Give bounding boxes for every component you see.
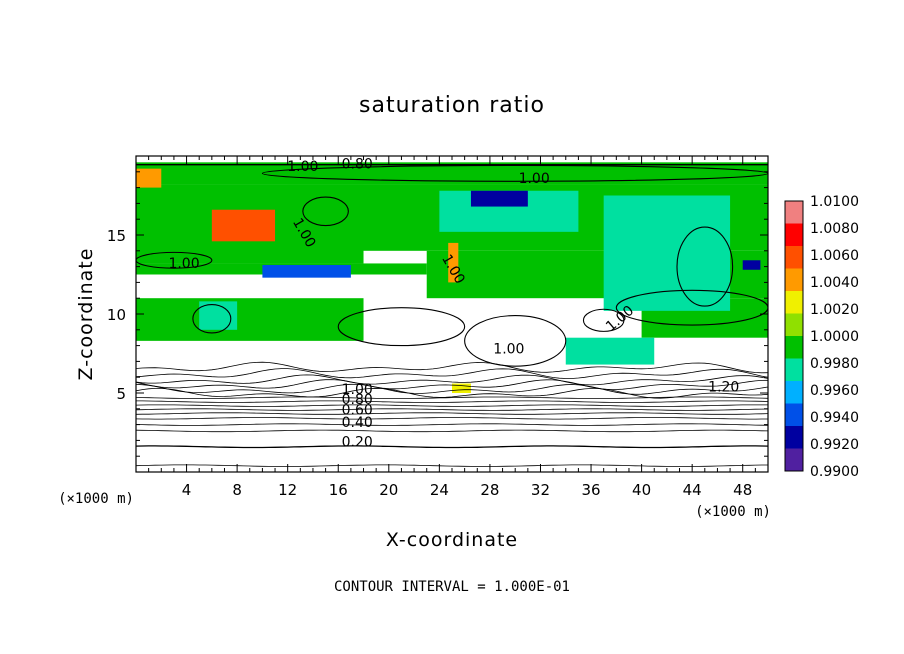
x-tick-label: 44	[683, 481, 702, 499]
colorbar-frame	[784, 200, 804, 472]
contour-label-12: 0.40	[342, 415, 373, 431]
x-tick-label: 16	[329, 481, 348, 499]
color-region-5	[136, 298, 364, 341]
colorbar-label-6: 0.9980	[810, 356, 859, 372]
colorbar-swatch-9	[785, 403, 803, 427]
color-region-13	[448, 242, 459, 283]
contour-label-2: 1.00	[519, 171, 550, 187]
x-tick-label: 4	[182, 481, 192, 499]
x-axis-label: X-coordinate	[386, 529, 518, 551]
colorbar-swatch-10	[785, 426, 803, 449]
contour-label-13: 0.20	[342, 435, 373, 451]
colorbar-label-10: 0.9900	[810, 464, 859, 480]
colorbar-label-3: 1.0040	[810, 275, 859, 291]
z-unit-label: (×1000 m)	[58, 491, 134, 507]
color-region-0	[136, 162, 768, 185]
contour-line-12	[136, 379, 768, 390]
x-unit-label: (×1000 m)	[695, 504, 771, 520]
contour-line-6	[136, 408, 768, 411]
plot-area: 1.00 0.801.001.001.001.001.001.001.201.00…	[107, 155, 769, 499]
color-region-8	[603, 195, 731, 311]
contour-line-10	[136, 387, 768, 399]
color-region-16	[742, 260, 761, 270]
contour-line-13	[136, 374, 768, 386]
contour-loop-2	[676, 226, 734, 307]
contour-line-11	[136, 383, 768, 395]
colorbar-swatch-2	[785, 246, 803, 269]
contour-line-14	[136, 368, 768, 379]
contour-label-3: 1.00	[168, 256, 199, 272]
contour-line-7	[136, 404, 768, 407]
contour-line-8	[136, 400, 768, 403]
contour-label-11: 0.60	[342, 402, 373, 418]
x-axis-ticks: 4 8 12 16 20 24 28 32 36 40 44 48	[148, 156, 756, 499]
x-tick-label: 12	[278, 481, 297, 499]
colorbar-swatch-1	[785, 223, 803, 247]
contour-line-9	[136, 396, 768, 399]
colorbar-swatch-8	[785, 381, 803, 404]
color-region-12	[136, 168, 162, 188]
colorbar-label-9: 0.9920	[810, 437, 859, 453]
colorbar-label-8: 0.9940	[810, 410, 859, 426]
contour-line-2	[136, 429, 768, 433]
contour-line-15	[136, 361, 768, 374]
colorbar: 1.0100 1.0080 1.0060 1.0040 1.0020 1.0000 0.99…	[784, 194, 859, 480]
contour-loop-5	[582, 308, 625, 332]
contour-line-5	[136, 412, 768, 415]
contour-loop-8	[261, 164, 768, 182]
contour-label-1: 0.80	[342, 157, 373, 173]
colorbar-label-7: 0.9960	[810, 383, 859, 399]
x-tick-label: 28	[480, 481, 499, 499]
colorbar-swatch-7	[785, 358, 803, 382]
x-tick-label: 8	[232, 481, 242, 499]
x-tick-label: 24	[430, 481, 449, 499]
contour-line-3	[136, 423, 768, 426]
color-region-11	[211, 209, 276, 242]
x-tick-label: 32	[531, 481, 550, 499]
contour-label-8: 1.20	[708, 379, 739, 395]
x-tick-label: 48	[733, 481, 752, 499]
colorbar-label-5: 1.0000	[810, 329, 859, 345]
color-region-14	[262, 265, 351, 278]
colorbar-swatch-11	[785, 448, 803, 472]
color-region-7	[565, 337, 655, 365]
y-tick-label: 10	[107, 306, 126, 324]
color-region-17	[452, 383, 471, 393]
colorbar-swatch-3	[785, 268, 803, 292]
contour-loop-0	[302, 196, 349, 227]
contour-label-9: 1.00	[342, 382, 373, 398]
colorbar-label-4: 1.0020	[810, 302, 859, 318]
x-tick-label: 36	[581, 481, 600, 499]
x-tick-label: 40	[632, 481, 651, 499]
colorbar-label-0: 1.0100	[810, 194, 859, 210]
x-tick-label: 20	[379, 481, 398, 499]
colorbar-swatch-0	[785, 201, 803, 224]
colorbar-label-2: 1.0060	[810, 248, 859, 264]
contour-loop-1	[464, 315, 567, 367]
chart-title: saturation ratio	[359, 93, 545, 118]
contour-loop-6	[192, 303, 232, 334]
colorbar-swatch-6	[785, 336, 803, 359]
y-tick-label: 15	[107, 227, 126, 245]
y-axis-label: Z-coordinate	[75, 248, 97, 381]
contour-label-10: 0.80	[342, 392, 373, 408]
y-axis-ticks: 5 10 15	[107, 171, 768, 457]
y-tick-label: 5	[116, 385, 126, 403]
contour-line-0	[136, 464, 768, 467]
colorbar-swatch-5	[785, 313, 803, 337]
colorbar-swatch-4	[785, 291, 803, 314]
colorbar-label-1: 1.0080	[810, 221, 859, 237]
contour-interval-note: CONTOUR INTERVAL = 1.000E-01	[334, 579, 570, 595]
contour-lines	[136, 163, 768, 467]
contour-line-4	[136, 417, 768, 420]
contour-label-0: 1.00	[287, 159, 318, 175]
contour-label-5: 1.00	[493, 342, 524, 358]
contour-loop-3	[136, 251, 213, 269]
color-region-15	[470, 190, 528, 207]
contour-line-1	[136, 445, 768, 449]
contour-loop-4	[337, 307, 466, 347]
